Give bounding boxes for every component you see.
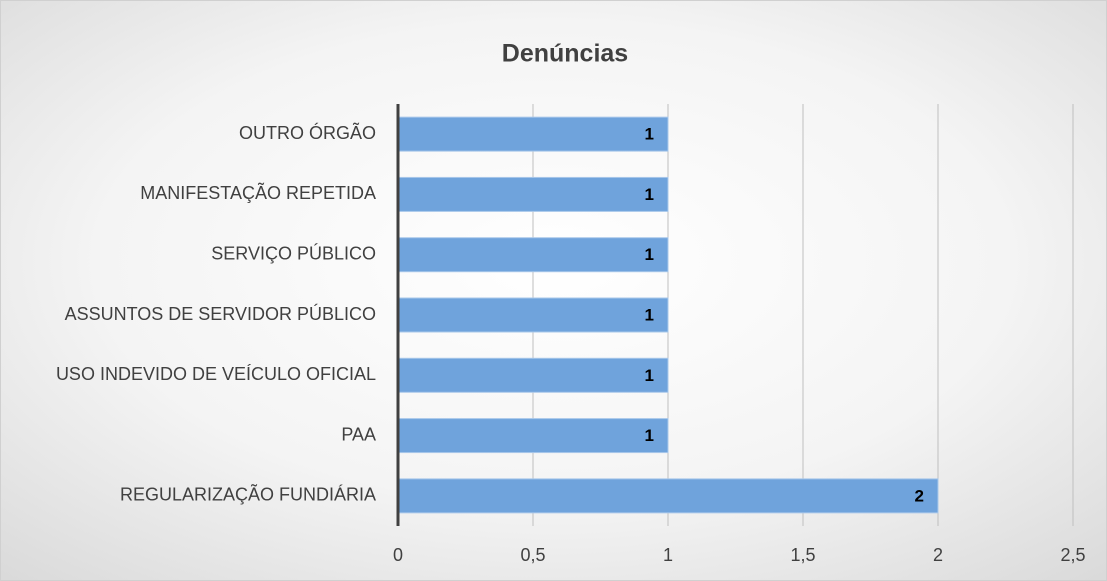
- y-tick-label: SERVIÇO PÚBLICO: [211, 242, 376, 263]
- y-tick-label: PAA: [341, 424, 376, 444]
- data-label: 1: [645, 185, 654, 204]
- x-tick-label: 2: [933, 545, 943, 565]
- x-tick-label: 1: [663, 545, 673, 565]
- data-label: 2: [915, 486, 924, 505]
- x-tick-label: 2,5: [1060, 545, 1085, 565]
- y-tick-label: OUTRO ÓRGÃO: [239, 122, 376, 143]
- chart-title: Denúncias: [502, 40, 628, 68]
- bar: [397, 237, 669, 273]
- x-tick-label: 0,5: [520, 545, 545, 565]
- y-tick-label: REGULARIZAÇÃO FUNDIÁRIA: [120, 484, 376, 505]
- y-tick-label: ASSUNTOS DE SERVIDOR PÚBLICO: [65, 303, 376, 324]
- bar: [397, 418, 669, 454]
- bar: [397, 478, 939, 514]
- data-label: 1: [645, 426, 654, 445]
- y-tick-label: USO INDEVIDO DE VEÍCULO OFICIAL: [56, 364, 376, 384]
- x-tick-label: 0: [393, 545, 403, 565]
- bar: [397, 116, 669, 152]
- bar: [397, 176, 669, 212]
- data-label: 1: [645, 125, 654, 144]
- bar: [397, 297, 669, 333]
- bar: [397, 357, 669, 393]
- y-tick-label: MANIFESTAÇÃO REPETIDA: [140, 182, 376, 203]
- data-label: 1: [645, 366, 654, 385]
- data-label: 1: [645, 245, 654, 264]
- x-tick-label: 1,5: [790, 545, 815, 565]
- data-label: 1: [645, 305, 654, 324]
